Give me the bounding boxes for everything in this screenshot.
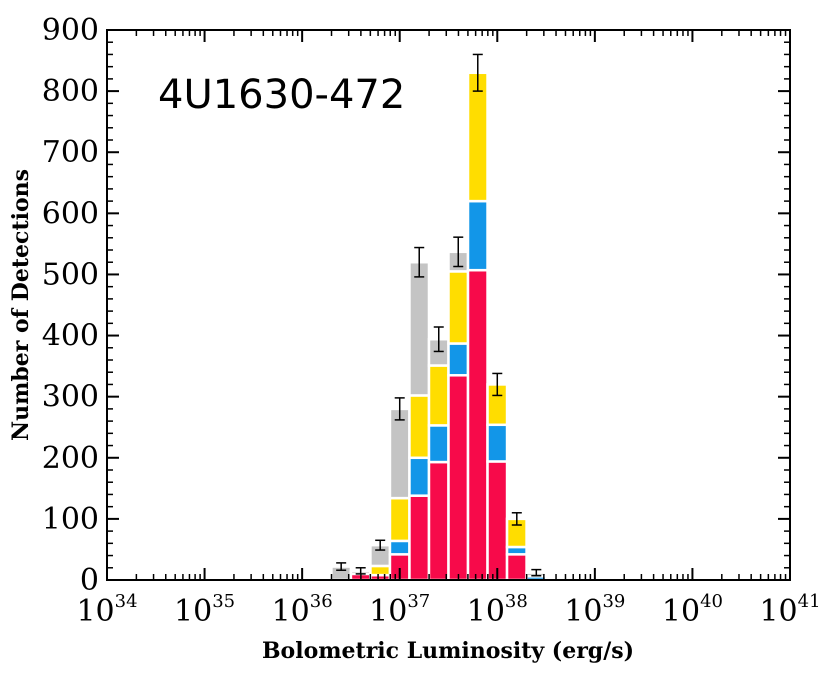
x-tick-label: 1038 [467,591,528,629]
y-tick-label: 100 [42,502,99,537]
y-tick-label: 300 [42,380,99,415]
bar-segment-yellow [388,496,411,543]
x-tick-label: 1041 [759,591,820,629]
bar-segment-red [466,268,489,582]
y-axis-label: Number of Detections [8,169,34,441]
bar-segment-yellow [466,71,489,203]
x-tick-label: 1039 [564,591,625,629]
x-tick-labels: 1034 1035 1036 1037 1038 1039 1040 1041 [76,591,820,629]
y-tick-label: 400 [42,319,99,354]
bar-segment-gray [408,260,431,397]
x-tick-label: 1035 [174,591,235,629]
bar-segment-blue [408,456,431,497]
bar-segment-blue [447,342,470,377]
source-annotation: 4U1630-472 [158,72,405,118]
y-tick-labels: 0 100 200 300 400 500 600 700 800 900 [42,13,99,598]
axis-ticks [106,29,791,581]
bar-segment-red [427,460,450,582]
bar-segment-yellow [369,564,392,577]
x-tick-label: 1037 [369,591,430,629]
x-tick-label: 1036 [272,591,333,629]
bar-segment-yellow [427,364,450,427]
bar-segment-red [408,494,431,582]
x-tick-label: 1034 [76,591,137,629]
bar-segment-red [486,460,509,582]
x-tick-label: 1040 [662,591,723,629]
y-tick-label: 900 [42,13,99,48]
error-bars [336,53,542,577]
x-axis-label: Bolometric Luminosity (erg/s) [262,638,634,664]
bar-segment-yellow [408,394,431,460]
y-tick-label: 600 [42,196,99,231]
y-tick-label: 700 [42,135,99,170]
y-tick-label: 0 [80,563,99,598]
bar-segment-red [505,553,528,582]
bar-segment-gray [388,407,411,500]
bar-segment-yellow [447,270,470,345]
bar-segment-blue [466,199,489,272]
y-tick-label: 800 [42,74,99,109]
y-tick-label: 200 [42,441,99,476]
histogram-bars [330,71,548,582]
y-tick-label: 500 [42,257,99,292]
plot-frame [106,29,791,581]
bar-segment-blue [427,424,450,464]
bar-segment-blue [486,423,509,463]
bar-segment-blue [388,539,411,556]
bar-segment-red [447,374,470,582]
